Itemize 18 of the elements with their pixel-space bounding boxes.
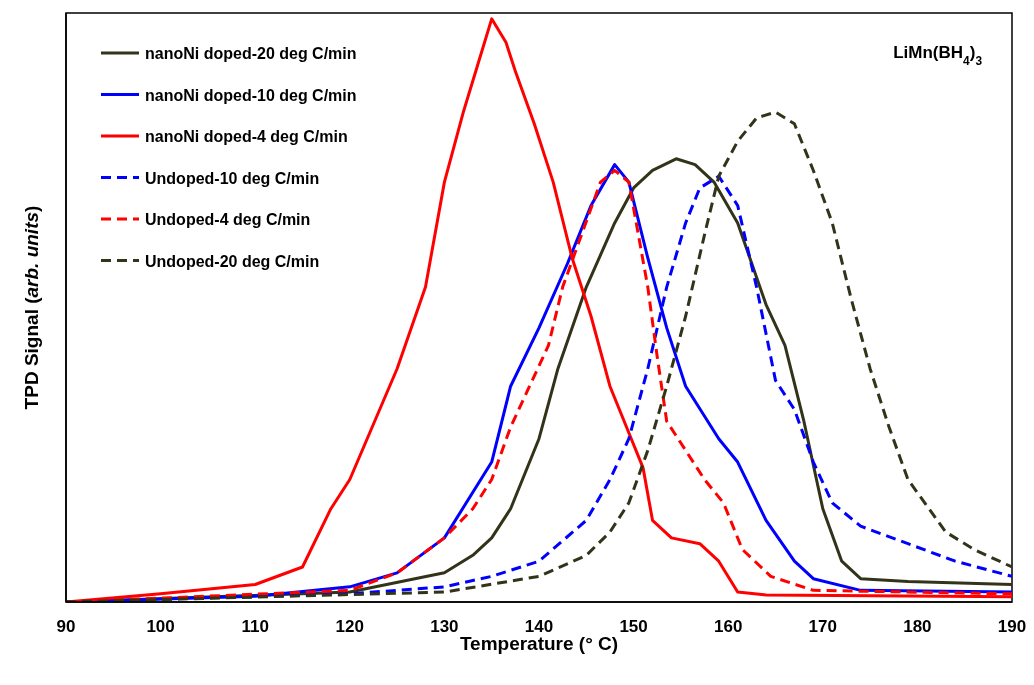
legend-label: Undoped-10 deg C/min <box>145 169 320 187</box>
legend-label: Undoped-20 deg C/min <box>145 252 320 270</box>
x-tick-label: 120 <box>335 617 364 637</box>
x-tick-label: 190 <box>997 617 1027 637</box>
y-axis-title: TPD Signal (arb. units) <box>21 205 42 410</box>
x-tick-label: 100 <box>146 617 175 637</box>
x-tick-label: 170 <box>808 617 837 637</box>
legend-label: nanoNi doped-4 deg C/min <box>145 128 348 145</box>
legend-label: nanoNi doped-10 deg C/min <box>145 86 357 104</box>
legend-label: Undoped-4 deg C/min <box>145 211 311 228</box>
x-tick-label: 150 <box>619 617 648 637</box>
x-tick-label: 160 <box>714 617 743 637</box>
legend-label: nanoNi doped-20 deg C/min <box>145 45 357 62</box>
annotation: LiMn(BH$_{4}$)$_{3}$ <box>893 43 983 68</box>
x-tick-label: 130 <box>430 617 459 637</box>
x-tick-label: 110 <box>241 617 269 637</box>
x-tick-label: 90 <box>56 617 76 637</box>
x-tick-label: 180 <box>903 617 932 637</box>
